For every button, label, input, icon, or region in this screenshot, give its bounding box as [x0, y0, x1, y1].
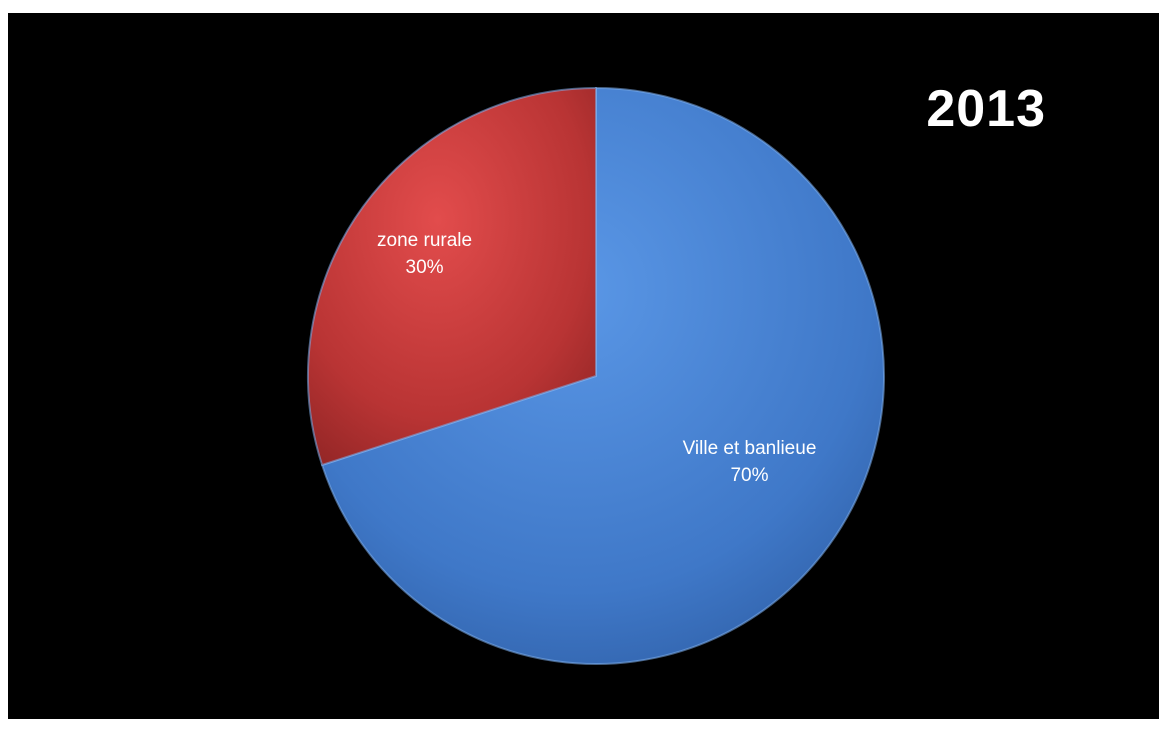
pie-slice-ville-et-banlieue [320, 86, 885, 665]
slice-label-name: Ville et banlieue [682, 437, 817, 459]
chart-title: 2013 [926, 80, 1046, 138]
slice-label-name: zone rurale [377, 229, 473, 251]
pie-slice-zone-rurale [307, 86, 597, 467]
pie-chart [307, 86, 885, 665]
chart-area: 2013 Ville et banlieue 70% zone rurale 3… [8, 13, 1159, 719]
pie-slices [307, 86, 885, 665]
slice-label-value: 70% [730, 464, 769, 486]
slice-label-value: 30% [405, 256, 444, 278]
slice-label-zone-rurale: zone rurale 30% [377, 227, 472, 281]
slice-label-ville-et-banlieue: Ville et banlieue 70% [683, 435, 817, 489]
